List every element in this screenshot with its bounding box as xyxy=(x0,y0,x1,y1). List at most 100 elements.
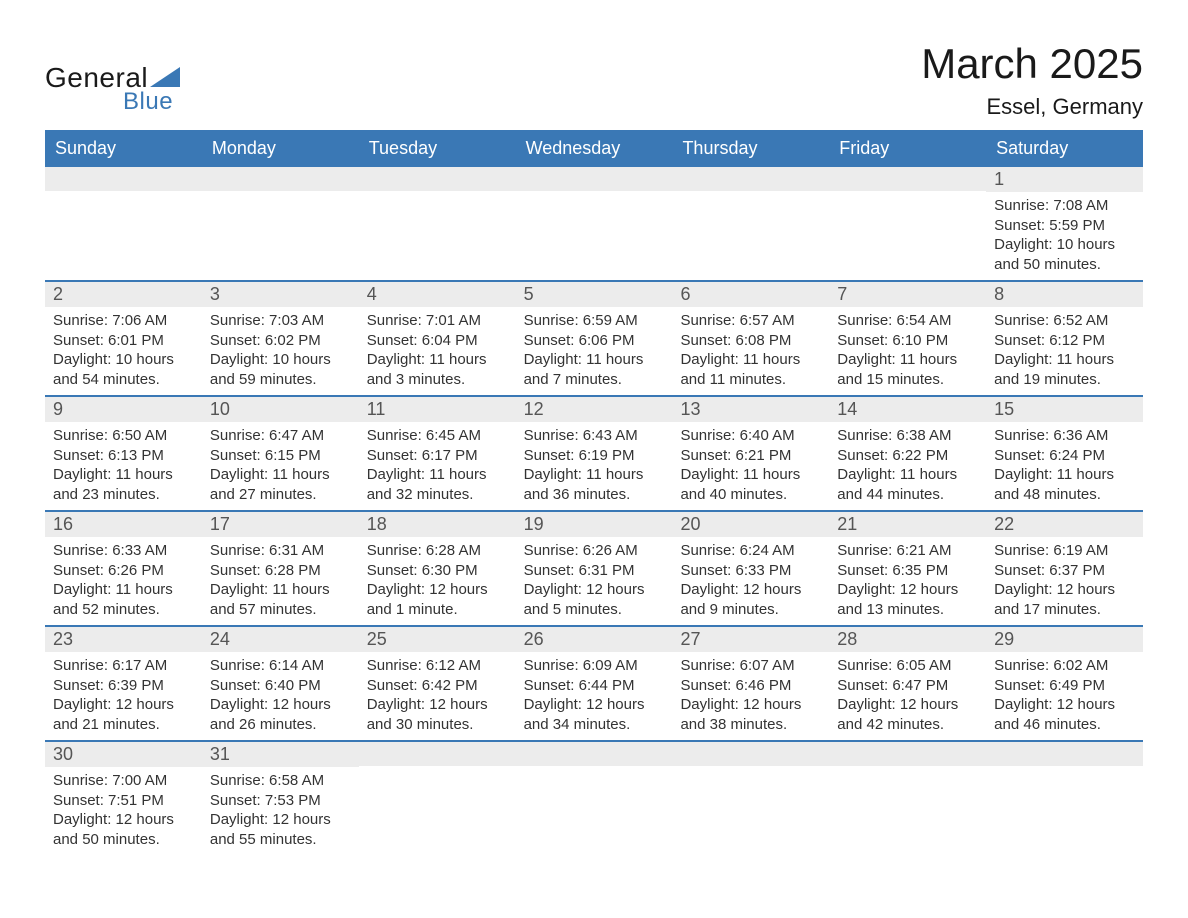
sunrise-text: Sunrise: 6:43 AM xyxy=(524,426,665,446)
sunrise-text: Sunrise: 7:03 AM xyxy=(210,311,351,331)
calendar-cell-body xyxy=(202,191,359,201)
daylight-text: Daylight: 12 hours and 26 minutes. xyxy=(210,695,351,734)
calendar-cell-body: Sunrise: 6:31 AMSunset: 6:28 PMDaylight:… xyxy=(202,537,359,625)
calendar-cell: 24Sunrise: 6:14 AMSunset: 6:40 PMDayligh… xyxy=(202,627,359,740)
calendar-cell-body: Sunrise: 6:45 AMSunset: 6:17 PMDaylight:… xyxy=(359,422,516,510)
calendar-day-number: 28 xyxy=(829,627,986,652)
sunset-text: Sunset: 6:31 PM xyxy=(524,561,665,581)
calendar-day-number xyxy=(516,167,673,191)
calendar-cell: 30Sunrise: 7:00 AMSunset: 7:51 PMDayligh… xyxy=(45,742,202,855)
calendar-cell-body: Sunrise: 6:17 AMSunset: 6:39 PMDaylight:… xyxy=(45,652,202,740)
sunset-text: Sunset: 6:49 PM xyxy=(994,676,1135,696)
calendar-day-number: 16 xyxy=(45,512,202,537)
calendar-cell-body: Sunrise: 6:28 AMSunset: 6:30 PMDaylight:… xyxy=(359,537,516,625)
sunrise-text: Sunrise: 7:00 AM xyxy=(53,771,194,791)
sunrise-text: Sunrise: 6:28 AM xyxy=(367,541,508,561)
calendar-cell xyxy=(45,167,202,280)
daylight-text: Daylight: 12 hours and 42 minutes. xyxy=(837,695,978,734)
sunset-text: Sunset: 6:30 PM xyxy=(367,561,508,581)
calendar-day-number: 27 xyxy=(672,627,829,652)
calendar-cell-body: Sunrise: 6:26 AMSunset: 6:31 PMDaylight:… xyxy=(516,537,673,625)
calendar-cell: 21Sunrise: 6:21 AMSunset: 6:35 PMDayligh… xyxy=(829,512,986,625)
sunset-text: Sunset: 6:28 PM xyxy=(210,561,351,581)
sunrise-text: Sunrise: 6:02 AM xyxy=(994,656,1135,676)
sunset-text: Sunset: 6:26 PM xyxy=(53,561,194,581)
sunset-text: Sunset: 6:12 PM xyxy=(994,331,1135,351)
sunset-text: Sunset: 6:02 PM xyxy=(210,331,351,351)
calendar-cell-body: Sunrise: 7:03 AMSunset: 6:02 PMDaylight:… xyxy=(202,307,359,395)
calendar-day-number: 2 xyxy=(45,282,202,307)
sunrise-text: Sunrise: 6:19 AM xyxy=(994,541,1135,561)
title-block: March 2025 Essel, Germany xyxy=(921,40,1143,120)
calendar-day-number: 31 xyxy=(202,742,359,767)
calendar-cell-body xyxy=(516,766,673,776)
daylight-text: Daylight: 12 hours and 17 minutes. xyxy=(994,580,1135,619)
calendar-day-number: 18 xyxy=(359,512,516,537)
sunrise-text: Sunrise: 6:21 AM xyxy=(837,541,978,561)
calendar-day-number: 4 xyxy=(359,282,516,307)
daylight-text: Daylight: 12 hours and 38 minutes. xyxy=(680,695,821,734)
day-label-tuesday: Tuesday xyxy=(359,130,516,167)
calendar-cell-body: Sunrise: 6:36 AMSunset: 6:24 PMDaylight:… xyxy=(986,422,1143,510)
calendar-cell xyxy=(829,167,986,280)
sunrise-text: Sunrise: 6:36 AM xyxy=(994,426,1135,446)
month-title: March 2025 xyxy=(921,40,1143,88)
daylight-text: Daylight: 12 hours and 34 minutes. xyxy=(524,695,665,734)
calendar-cell-body: Sunrise: 6:59 AMSunset: 6:06 PMDaylight:… xyxy=(516,307,673,395)
daylight-text: Daylight: 12 hours and 50 minutes. xyxy=(53,810,194,849)
calendar-cell-body: Sunrise: 6:05 AMSunset: 6:47 PMDaylight:… xyxy=(829,652,986,740)
sunset-text: Sunset: 6:21 PM xyxy=(680,446,821,466)
calendar-cell: 25Sunrise: 6:12 AMSunset: 6:42 PMDayligh… xyxy=(359,627,516,740)
daylight-text: Daylight: 11 hours and 57 minutes. xyxy=(210,580,351,619)
sunrise-text: Sunrise: 6:45 AM xyxy=(367,426,508,446)
calendar-cell: 7Sunrise: 6:54 AMSunset: 6:10 PMDaylight… xyxy=(829,282,986,395)
calendar-week-row: 9Sunrise: 6:50 AMSunset: 6:13 PMDaylight… xyxy=(45,397,1143,512)
calendar-day-number: 17 xyxy=(202,512,359,537)
calendar-cell-body xyxy=(672,766,829,776)
calendar-cell: 4Sunrise: 7:01 AMSunset: 6:04 PMDaylight… xyxy=(359,282,516,395)
brand-text-blue: Blue xyxy=(123,88,180,116)
calendar-cell-body: Sunrise: 6:33 AMSunset: 6:26 PMDaylight:… xyxy=(45,537,202,625)
calendar-cell-body: Sunrise: 6:54 AMSunset: 6:10 PMDaylight:… xyxy=(829,307,986,395)
sunrise-text: Sunrise: 6:24 AM xyxy=(680,541,821,561)
sunset-text: Sunset: 6:44 PM xyxy=(524,676,665,696)
calendar-day-header: Sunday Monday Tuesday Wednesday Thursday… xyxy=(45,130,1143,167)
calendar-day-number xyxy=(359,742,516,766)
calendar-week-row: 1Sunrise: 7:08 AMSunset: 5:59 PMDaylight… xyxy=(45,167,1143,282)
calendar-day-number: 20 xyxy=(672,512,829,537)
sunrise-text: Sunrise: 6:40 AM xyxy=(680,426,821,446)
sunset-text: Sunset: 6:08 PM xyxy=(680,331,821,351)
calendar-day-number: 29 xyxy=(986,627,1143,652)
sunset-text: Sunset: 6:47 PM xyxy=(837,676,978,696)
calendar-day-number xyxy=(672,742,829,766)
calendar-day-number: 25 xyxy=(359,627,516,652)
calendar-cell: 8Sunrise: 6:52 AMSunset: 6:12 PMDaylight… xyxy=(986,282,1143,395)
sunrise-text: Sunrise: 6:31 AM xyxy=(210,541,351,561)
calendar-week-row: 2Sunrise: 7:06 AMSunset: 6:01 PMDaylight… xyxy=(45,282,1143,397)
sunrise-text: Sunrise: 6:52 AM xyxy=(994,311,1135,331)
calendar-cell: 3Sunrise: 7:03 AMSunset: 6:02 PMDaylight… xyxy=(202,282,359,395)
calendar-cell: 18Sunrise: 6:28 AMSunset: 6:30 PMDayligh… xyxy=(359,512,516,625)
daylight-text: Daylight: 12 hours and 9 minutes. xyxy=(680,580,821,619)
daylight-text: Daylight: 11 hours and 7 minutes. xyxy=(524,350,665,389)
sunset-text: Sunset: 6:40 PM xyxy=(210,676,351,696)
sunrise-text: Sunrise: 7:06 AM xyxy=(53,311,194,331)
sunset-text: Sunset: 5:59 PM xyxy=(994,216,1135,236)
calendar-cell-body: Sunrise: 6:43 AMSunset: 6:19 PMDaylight:… xyxy=(516,422,673,510)
sunset-text: Sunset: 6:17 PM xyxy=(367,446,508,466)
daylight-text: Daylight: 11 hours and 44 minutes. xyxy=(837,465,978,504)
sunset-text: Sunset: 6:37 PM xyxy=(994,561,1135,581)
sunrise-text: Sunrise: 6:26 AM xyxy=(524,541,665,561)
sunrise-text: Sunrise: 6:59 AM xyxy=(524,311,665,331)
sunset-text: Sunset: 6:42 PM xyxy=(367,676,508,696)
calendar-cell-body: Sunrise: 7:06 AMSunset: 6:01 PMDaylight:… xyxy=(45,307,202,395)
calendar-cell: 27Sunrise: 6:07 AMSunset: 6:46 PMDayligh… xyxy=(672,627,829,740)
calendar-cell: 9Sunrise: 6:50 AMSunset: 6:13 PMDaylight… xyxy=(45,397,202,510)
calendar-cell: 5Sunrise: 6:59 AMSunset: 6:06 PMDaylight… xyxy=(516,282,673,395)
sunset-text: Sunset: 7:53 PM xyxy=(210,791,351,811)
calendar-cell: 17Sunrise: 6:31 AMSunset: 6:28 PMDayligh… xyxy=(202,512,359,625)
calendar-cell xyxy=(516,742,673,855)
calendar-cell: 1Sunrise: 7:08 AMSunset: 5:59 PMDaylight… xyxy=(986,167,1143,280)
calendar-day-number: 5 xyxy=(516,282,673,307)
calendar-cell-body xyxy=(359,191,516,201)
